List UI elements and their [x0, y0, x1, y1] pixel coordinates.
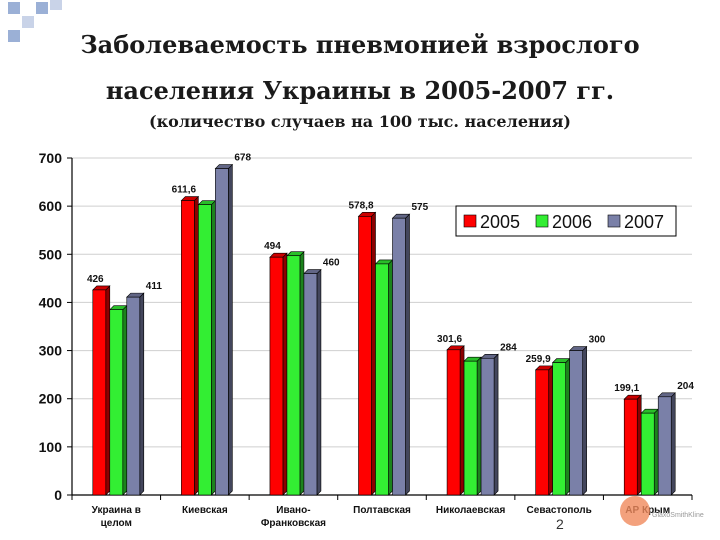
data-label: 494 [264, 241, 281, 252]
slide-title-line1: Заболеваемость пневмонией взрослого [80, 30, 640, 59]
bar-side [371, 211, 376, 496]
bar-2005-2 [269, 256, 284, 496]
company-logo: GlaxoSmithKline [618, 496, 708, 532]
bar-side [105, 285, 111, 496]
y-tick-label: 100 [39, 439, 63, 455]
bar-2007-3 [392, 217, 406, 496]
bar-2005-3 [358, 216, 372, 496]
bar-2005-6 [623, 398, 638, 496]
accent-square [50, 0, 62, 10]
bar-2007-0 [126, 296, 141, 496]
accent-square [8, 2, 20, 14]
data-label: 678 [234, 153, 251, 164]
bar-2005-1 [181, 200, 195, 496]
bar-2006-5 [552, 362, 566, 496]
bar-2006-4 [463, 360, 478, 496]
bar-2007-5 [569, 350, 583, 496]
slide-title-line2: населения Украины в 2005-2007 гг. [105, 76, 615, 105]
bar-2005-4 [446, 349, 461, 496]
legend-swatch-2005 [463, 214, 477, 228]
y-tick-label: 500 [39, 246, 63, 262]
category-label: целом [101, 518, 132, 529]
bar-side [582, 345, 587, 496]
data-label: 284 [500, 342, 517, 353]
legend-swatch-2006 [535, 214, 549, 228]
legend-box [455, 205, 677, 237]
legend-swatch-2007 [607, 214, 621, 228]
bar-side [476, 356, 482, 496]
data-label: 611,6 [172, 185, 197, 196]
bar-side [194, 195, 199, 496]
bar-2006-2 [286, 255, 301, 496]
bar-side [493, 353, 499, 496]
bar-side [653, 408, 659, 496]
bar-2007-4 [480, 357, 495, 496]
data-label: 301,6 [437, 334, 462, 345]
bar-side [122, 304, 128, 496]
bar-2007-1 [215, 168, 229, 496]
category-label: Франковская [261, 518, 326, 529]
y-tick-label: 400 [39, 294, 63, 310]
bar-side [388, 259, 393, 496]
bar-side [636, 394, 642, 496]
bar-2005-5 [535, 369, 549, 496]
data-label: 575 [412, 202, 429, 213]
bar-side [139, 292, 145, 496]
y-tick-label: 600 [39, 198, 63, 214]
bar-side [316, 268, 322, 496]
bar-2006-0 [109, 309, 124, 496]
legend-label-2006: 2006 [552, 212, 592, 232]
data-label: 300 [589, 335, 606, 346]
legend-label-2005: 2005 [480, 212, 520, 232]
bar-side [299, 251, 305, 496]
bar-2006-1 [198, 204, 212, 496]
bar-side [459, 345, 465, 496]
accent-square [8, 30, 20, 42]
page-number: 2 [556, 516, 564, 532]
logo-text: GlaxoSmithKline [652, 512, 704, 519]
y-tick-label: 200 [39, 391, 63, 407]
category-label: Украина в [92, 505, 141, 516]
y-tick-label: 0 [54, 487, 62, 503]
data-label: 204 [677, 381, 694, 392]
data-label: 460 [323, 258, 340, 269]
slide-subtitle: (количество случаев на 100 тыс. населени… [149, 112, 571, 131]
bar-side [228, 163, 233, 496]
legend-label-2007: 2007 [624, 212, 664, 232]
category-label: Севастополь [527, 505, 592, 516]
bar-side [548, 365, 553, 496]
accent-square [22, 16, 34, 28]
bar-side [405, 213, 410, 496]
data-label: 259,9 [526, 354, 551, 365]
data-label: 426 [87, 274, 104, 285]
category-label: Ивано- [276, 505, 310, 516]
category-label: Николаевская [436, 505, 506, 516]
data-label: 578,8 [348, 200, 373, 211]
logo-mark [620, 496, 650, 526]
bar-2005-0 [92, 289, 107, 496]
corner-decoration [6, 0, 66, 44]
data-label: 411 [146, 281, 163, 292]
bar-2007-6 [657, 396, 672, 496]
bar-side [211, 199, 216, 496]
bar-side [565, 357, 570, 496]
accent-square [36, 2, 48, 14]
bar-2007-2 [303, 273, 318, 496]
y-tick-label: 300 [39, 343, 63, 359]
bar-side [670, 392, 676, 496]
category-label: Киевская [182, 505, 228, 516]
bar-side [282, 252, 288, 496]
category-label: Полтавская [353, 505, 411, 516]
bar-2006-6 [640, 412, 655, 496]
y-tick-label: 700 [39, 150, 63, 166]
data-label: 199,1 [614, 383, 639, 394]
bar-2006-3 [375, 263, 389, 496]
